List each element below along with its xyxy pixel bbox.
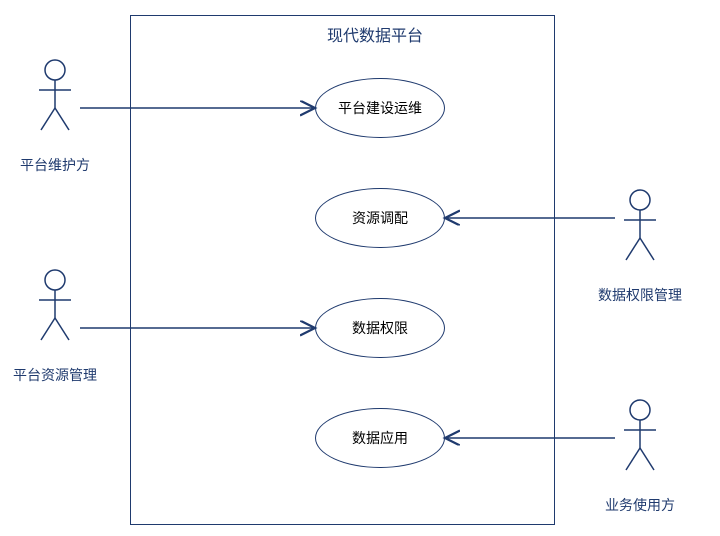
actor-label-business-user: 业务使用方 [580,495,700,515]
actor-icon [624,400,656,470]
use-case-resource-allocation: 资源调配 [315,188,445,248]
actor-label-data-permission-mgmt: 数据权限管理 [580,285,700,305]
use-case-platform-build-ops: 平台建设运维 [315,78,445,138]
actor-icon [39,60,71,130]
use-case-label: 数据应用 [352,428,408,448]
use-case-label: 资源调配 [352,208,408,228]
actor-icon [39,270,71,340]
system-title: 现代数据平台 [300,22,450,46]
actor-icon [624,190,656,260]
actor-label-platform-resource-mgmt: 平台资源管理 [0,365,115,385]
use-case-data-permission: 数据权限 [315,298,445,358]
use-case-data-application: 数据应用 [315,408,445,468]
use-case-label: 平台建设运维 [338,98,422,118]
actor-label-platform-maintainer: 平台维护方 [0,155,115,175]
use-case-label: 数据权限 [352,318,408,338]
